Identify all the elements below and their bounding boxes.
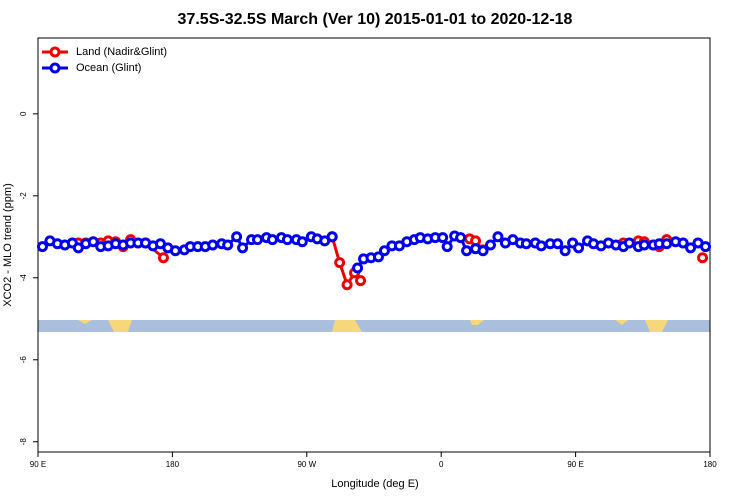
point	[700, 241, 712, 253]
point	[237, 242, 249, 254]
point	[441, 241, 453, 253]
point	[334, 257, 346, 269]
y-tick-label: -4	[19, 274, 28, 282]
legend-label: Land (Nadir&Glint)	[76, 46, 167, 58]
point	[378, 245, 390, 257]
y-tick-label: 0	[19, 111, 28, 116]
x-axis-label: Longitude (deg E)	[331, 478, 418, 490]
point	[355, 275, 367, 287]
point	[552, 238, 564, 250]
point	[36, 241, 48, 253]
legend-marker	[49, 46, 61, 58]
point	[169, 245, 181, 257]
point	[87, 236, 99, 248]
point	[623, 237, 635, 249]
x-tick-label: 90 E	[567, 460, 583, 469]
x-tick-label: 90 E	[30, 460, 46, 469]
chart-title: 37.5S-32.5S March (Ver 10) 2015-01-01 to…	[178, 11, 573, 28]
point	[231, 231, 243, 243]
point	[281, 234, 293, 246]
point	[661, 238, 673, 250]
x-tick-label: 180	[703, 460, 717, 469]
x-tick-label: 0	[439, 460, 444, 469]
x-tick-label: 90 W	[297, 460, 316, 469]
point	[266, 234, 278, 246]
point	[252, 234, 264, 246]
point	[484, 239, 496, 251]
x-tick-label: 180	[166, 460, 180, 469]
point	[477, 245, 489, 257]
y-tick-label: -2	[19, 192, 28, 200]
point	[535, 240, 547, 252]
y-tick-label: -6	[19, 356, 28, 364]
point	[573, 242, 585, 254]
legend-marker	[49, 62, 61, 74]
y-axis-label: XCO2 - MLO trend (ppm)	[2, 183, 14, 306]
point	[326, 231, 338, 243]
point	[352, 262, 364, 274]
point	[157, 252, 169, 264]
map-strip	[38, 320, 710, 332]
point	[559, 245, 571, 257]
y-tick-label: -8	[19, 438, 28, 446]
point	[222, 239, 234, 251]
point	[677, 237, 689, 249]
point	[341, 279, 353, 291]
point	[520, 238, 532, 250]
point	[207, 239, 219, 251]
point	[372, 251, 384, 263]
point	[492, 231, 504, 243]
point	[461, 245, 473, 257]
point	[638, 239, 650, 251]
point	[685, 242, 697, 254]
point	[455, 232, 467, 244]
point	[697, 252, 709, 264]
point	[296, 236, 308, 248]
legend-label: Ocean (Glint)	[76, 62, 141, 74]
point	[437, 232, 449, 244]
